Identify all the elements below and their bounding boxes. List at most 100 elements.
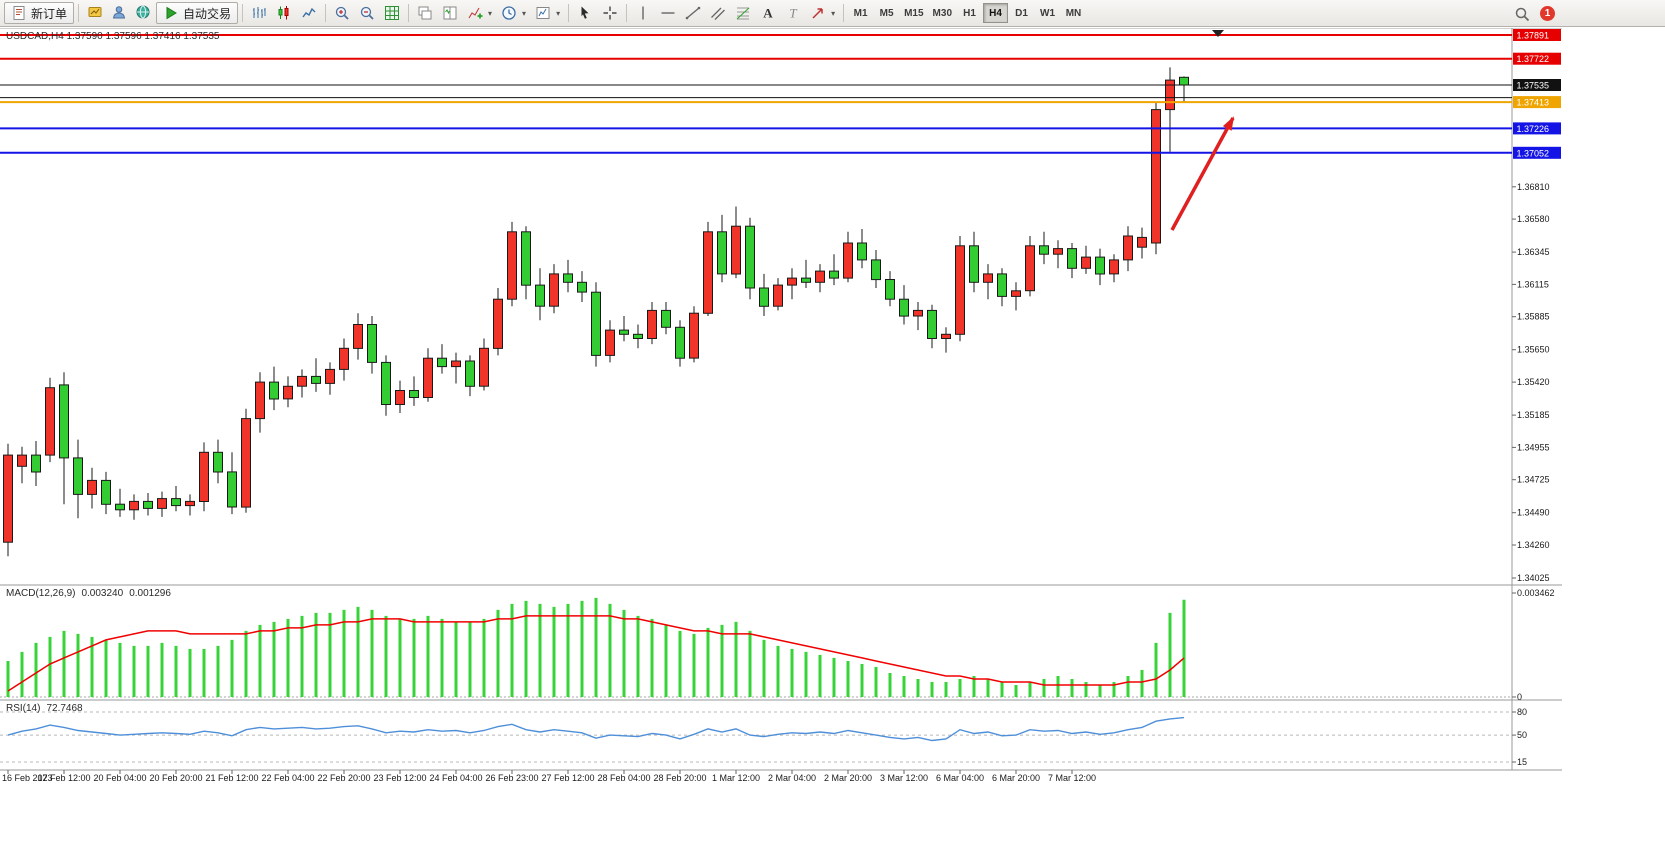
toolbar-separator (78, 4, 80, 22)
chart-area[interactable]: 0.003462 0 80 50 15 1.36810 1.36580 1.36345 1.36… (0, 28, 1665, 842)
text-icon: A (760, 5, 776, 21)
svg-text:80: 80 (1517, 707, 1527, 717)
timeframe-h4-button[interactable]: H4 (983, 3, 1008, 23)
zoom-out-button[interactable] (355, 2, 379, 24)
autotrading-button[interactable]: 自动交易 (156, 2, 239, 24)
search-icon[interactable] (1514, 6, 1530, 22)
svg-text:A: A (763, 6, 773, 21)
arrows-icon (810, 5, 826, 21)
toolbar-separator (242, 4, 244, 22)
trendline-button[interactable] (681, 2, 705, 24)
cascade-windows-button[interactable] (413, 2, 437, 24)
timeframe-mn-button[interactable]: MN (1061, 3, 1086, 23)
toolbar: 新订单 自动交易 ▾ ▾ ▾ A T ▾ M1 M5 M15 M30 H1 H4 D1 W1 MN 1 (0, 0, 1665, 27)
zoom-in-icon (334, 5, 350, 21)
notification-badge[interactable]: 1 (1540, 6, 1555, 21)
line-chart-button[interactable] (297, 2, 321, 24)
chart-title-ohlc: USDCAD,H4 1.37590 1.37596 1.37416 1.3753… (6, 31, 220, 42)
data-window-icon (135, 4, 151, 20)
svg-text:T: T (789, 6, 797, 21)
horizontal-lines[interactable] (0, 34, 1512, 154)
timeframe-m5-button[interactable]: M5 (874, 3, 899, 23)
dropdown-caret-icon: ▾ (522, 8, 527, 18)
timeframe-m30-button[interactable]: M30 (929, 3, 956, 23)
arrows-button[interactable]: ▾ (806, 2, 839, 24)
macd-pane: 0.003462 0 (0, 588, 1555, 702)
svg-text:1.35650: 1.35650 (1517, 345, 1550, 355)
auto-arrange-icon (384, 5, 400, 21)
add-indicator-button[interactable]: ▾ (463, 2, 496, 24)
svg-text:1.37413: 1.37413 (1517, 98, 1550, 108)
svg-text:21 Feb 12:00: 21 Feb 12:00 (205, 773, 258, 783)
svg-text:0: 0 (1517, 692, 1522, 702)
svg-text:1.36345: 1.36345 (1517, 247, 1550, 257)
channel-button[interactable] (706, 2, 730, 24)
timeframe-m1-button[interactable]: M1 (848, 3, 873, 23)
dropdown-caret-icon: ▾ (556, 8, 561, 18)
cascade-windows-icon (417, 5, 433, 21)
autotrading-label: 自动交易 (183, 6, 232, 21)
toolbar-right-group: 1 (1514, 0, 1555, 27)
svg-text:3 Mar 12:00: 3 Mar 12:00 (880, 773, 928, 783)
svg-text:16 Feb 2023: 16 Feb 2023 (2, 773, 53, 783)
zoom-in-button[interactable] (330, 2, 354, 24)
timeframe-h1-button[interactable]: H1 (957, 3, 982, 23)
price-chart-canvas[interactable]: 0.00346208050151.368101.365801.363451.36… (0, 28, 1665, 842)
timeframe-m15-button[interactable]: M15 (900, 3, 927, 23)
autotrading-play-icon (163, 5, 179, 21)
svg-text:1.34260: 1.34260 (1517, 540, 1550, 550)
timeframe-d1-button[interactable]: D1 (1009, 3, 1034, 23)
text-button[interactable]: A (756, 2, 780, 24)
crosshair-button[interactable] (598, 2, 622, 24)
svg-text:1 Mar 12:00: 1 Mar 12:00 (712, 773, 760, 783)
auto-arrange-button[interactable] (380, 2, 404, 24)
periods-button[interactable]: ▾ (497, 2, 530, 24)
candlestick-chart-icon (276, 5, 292, 21)
bars-chart-button[interactable] (247, 2, 271, 24)
toolbar-chart-tools: ▾ ▾ ▾ A T ▾ (247, 2, 839, 24)
profiles-icon (111, 4, 127, 20)
svg-text:23 Feb 12:00: 23 Feb 12:00 (373, 773, 426, 783)
svg-text:6 Mar 20:00: 6 Mar 20:00 (992, 773, 1040, 783)
new-order-label: 新订单 (31, 6, 68, 21)
rsi-indicator-label: RSI(14) 72.7468 (6, 703, 83, 714)
trend-arrow-annotation[interactable] (1170, 116, 1235, 231)
toolbar-separator (568, 4, 570, 22)
templates-button[interactable]: ▾ (531, 2, 564, 24)
new-order-button[interactable]: 新订单 (4, 2, 75, 24)
toolbar-separator (408, 4, 410, 22)
timeframe-w1-button[interactable]: W1 (1035, 3, 1060, 23)
horizontal-line-button[interactable] (656, 2, 680, 24)
svg-text:1.37052: 1.37052 (1517, 148, 1550, 158)
rsi-pane: 80 50 15 (0, 707, 1527, 767)
svg-text:22 Feb 20:00: 22 Feb 20:00 (317, 773, 370, 783)
svg-text:1.34955: 1.34955 (1517, 442, 1550, 452)
svg-text:50: 50 (1517, 730, 1527, 740)
horizontal-line-icon (660, 5, 676, 21)
toolbar-separator (843, 4, 845, 22)
macd-indicator-label: MACD(12,26,9) 0.003240 0.001296 (6, 588, 171, 599)
text-label-button[interactable]: T (781, 2, 805, 24)
toolbar-left-icons (83, 1, 155, 25)
data-window-button[interactable] (131, 1, 155, 23)
svg-text:1.37226: 1.37226 (1517, 124, 1550, 134)
add-indicator-icon (467, 5, 483, 21)
crosshair-icon (602, 5, 618, 21)
svg-text:2 Mar 20:00: 2 Mar 20:00 (824, 773, 872, 783)
toolbar-separator (626, 4, 628, 22)
svg-text:27 Feb 12:00: 27 Feb 12:00 (541, 773, 594, 783)
symbols-window-button[interactable] (83, 1, 107, 23)
svg-text:1.35885: 1.35885 (1517, 312, 1550, 322)
candlestick-chart-button[interactable] (272, 2, 296, 24)
tile-windows-icon (442, 5, 458, 21)
cursor-button[interactable] (573, 2, 597, 24)
profiles-button[interactable] (107, 1, 131, 23)
fibonacci-button[interactable] (731, 2, 755, 24)
svg-text:1.35185: 1.35185 (1517, 410, 1550, 420)
svg-text:1.37891: 1.37891 (1517, 31, 1550, 41)
chart-shift-marker[interactable] (1212, 30, 1224, 37)
price-axis[interactable]: 1.36810 1.36580 1.36345 1.36115 1.35885 1.356… (1512, 29, 1561, 583)
vertical-line-button[interactable] (631, 2, 655, 24)
tile-windows-button[interactable] (438, 2, 462, 24)
